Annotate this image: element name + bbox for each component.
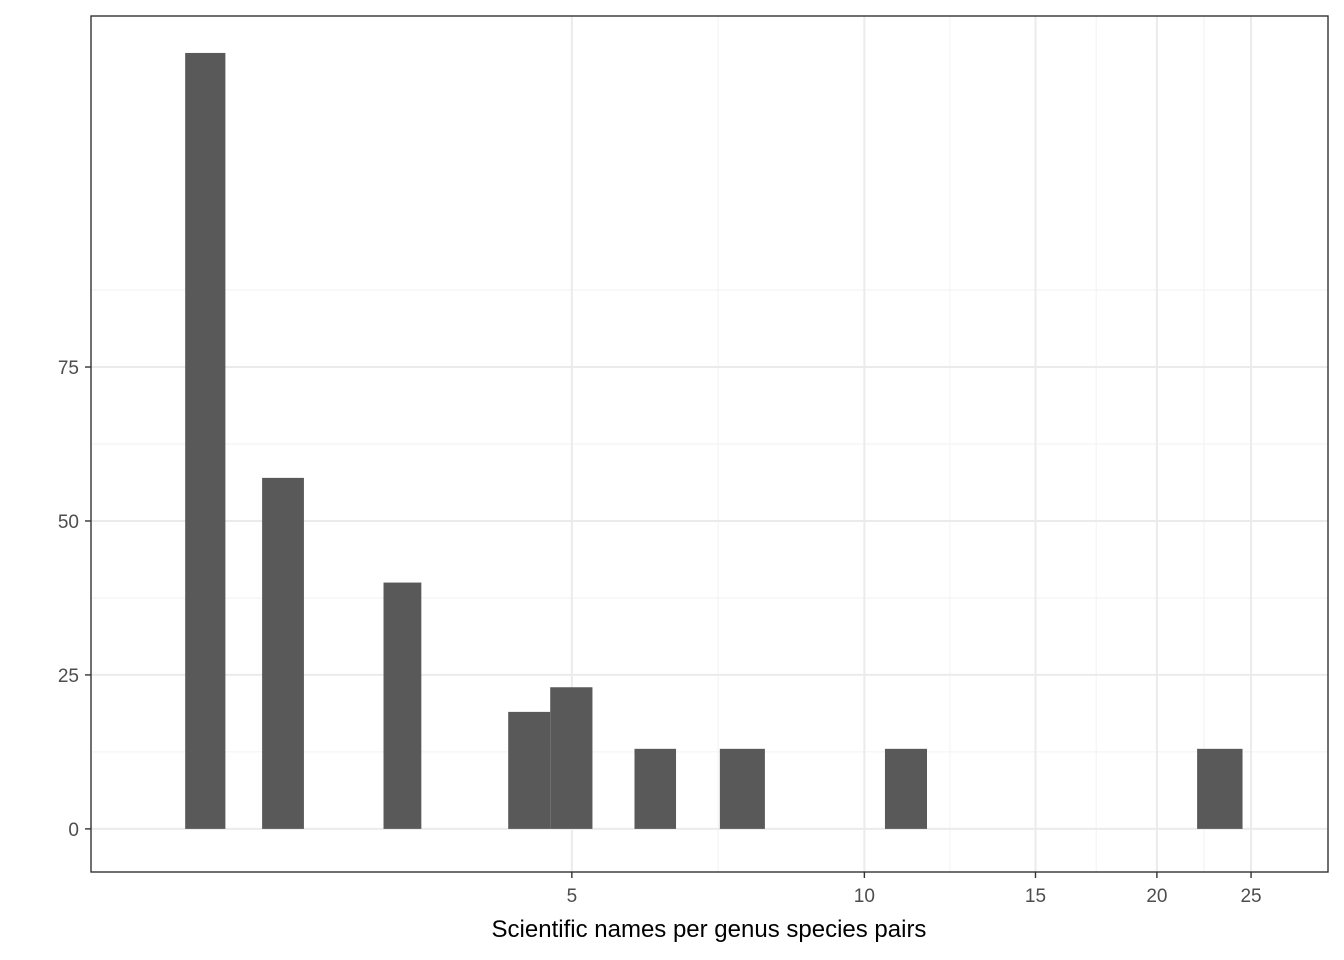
y-axis: 0 25 50 75 [58, 358, 91, 841]
y-tick-label: 0 [68, 820, 79, 841]
histogram-bar [550, 687, 593, 829]
histogram-bar [508, 711, 551, 829]
x-tick-label: 10 [854, 886, 875, 907]
x-tick-label: 5 [567, 886, 578, 907]
y-tick-label: 50 [58, 512, 79, 533]
plot-panel-border [90, 15, 1329, 873]
histogram-bar [262, 477, 304, 829]
histogram-bar [719, 748, 765, 829]
histogram-bars [185, 52, 1243, 829]
x-tick-label: 25 [1240, 886, 1261, 907]
histogram-bar [884, 748, 928, 829]
histogram-bar [185, 52, 226, 829]
histogram-bar [1197, 748, 1243, 829]
y-tick-label: 25 [58, 666, 79, 687]
x-axis: 5 10 15 20 25 [567, 872, 1262, 907]
x-tick-label: 20 [1146, 886, 1167, 907]
histogram-bar [634, 748, 677, 829]
x-axis-title: Scientific names per genus species pairs [492, 916, 927, 943]
histogram-bar [383, 582, 422, 829]
x-tick-label: 15 [1025, 886, 1046, 907]
y-tick-label: 75 [58, 358, 79, 379]
